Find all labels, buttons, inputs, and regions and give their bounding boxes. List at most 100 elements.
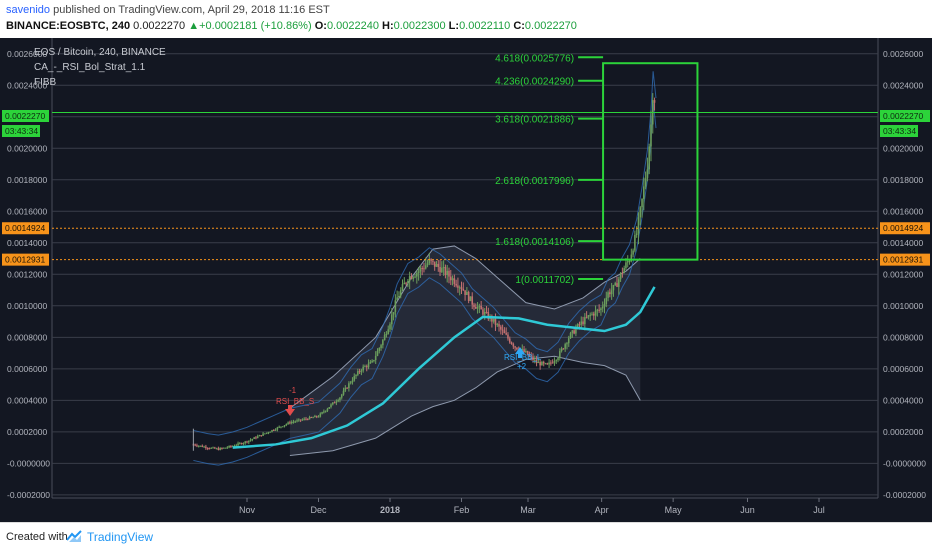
candle-body bbox=[335, 401, 338, 403]
candle-body bbox=[219, 448, 221, 450]
candle-body bbox=[618, 279, 620, 287]
fib-level-label: 4.618(0.0025776) bbox=[495, 53, 574, 64]
candle-body bbox=[407, 281, 409, 283]
candle-body bbox=[533, 359, 536, 361]
candle-body bbox=[467, 291, 470, 302]
candle-body bbox=[457, 285, 459, 288]
candle-body bbox=[573, 330, 575, 334]
y-tick-label-left: 0.0018000 bbox=[7, 175, 47, 185]
orange-upper-right: 0.0014924 bbox=[883, 223, 923, 233]
candle-body bbox=[197, 445, 200, 447]
y-tick-label-left: -0.0002000 bbox=[7, 490, 50, 500]
moving-average-line bbox=[232, 286, 656, 449]
left-price-axis[interactable]: -0.0002000 -0.0000000 0.0002000 0.0004000 0.… bbox=[7, 49, 50, 500]
candle-body bbox=[448, 270, 450, 277]
y-tick-label-right: 0.0018000 bbox=[883, 175, 923, 185]
candle-body bbox=[635, 233, 638, 236]
candle-body bbox=[623, 268, 625, 273]
candle-body bbox=[542, 361, 545, 364]
candle-body bbox=[292, 421, 295, 423]
author-link[interactable]: savenido bbox=[6, 4, 51, 16]
orange-lower-left: 0.0012931 bbox=[5, 255, 45, 265]
candle-body bbox=[521, 349, 524, 351]
ohlc-line: BINANCE:EOSBTC, 240 0.0022270 ▲+0.000218… bbox=[6, 20, 577, 32]
candle-body bbox=[424, 265, 427, 269]
candle-body bbox=[555, 360, 558, 362]
chart-legend: EOS / Bitcoin, 240, BINANCE CA_-_RSI_Bol… bbox=[34, 47, 166, 88]
candle-body bbox=[244, 441, 247, 444]
y-tick-label-left: 0.0016000 bbox=[7, 206, 47, 216]
candle-body bbox=[421, 268, 423, 270]
orange-upper-badge-right bbox=[880, 222, 930, 235]
candle-body bbox=[255, 437, 257, 439]
candle-body bbox=[210, 447, 213, 449]
candle-body bbox=[433, 261, 436, 267]
candle-body bbox=[507, 334, 509, 339]
tradingview-brand-link[interactable]: TradingView bbox=[87, 530, 154, 544]
y-tick-label-left: 0.0020000 bbox=[7, 143, 47, 153]
created-with-label: Created with bbox=[6, 531, 68, 543]
y-tick-label-right: -0.0002000 bbox=[883, 490, 926, 500]
candle-body bbox=[496, 324, 499, 326]
price-chart[interactable]: 4.618(0.0025776) 4.236(0.0024290) 3.618(0.… bbox=[0, 38, 932, 522]
candle-body bbox=[637, 217, 640, 234]
candle-body bbox=[240, 443, 243, 445]
band-fill bbox=[289, 245, 641, 456]
fib-level-label: 2.618(0.0017996) bbox=[495, 176, 574, 187]
candle-body bbox=[559, 351, 561, 359]
candle-body bbox=[360, 370, 363, 372]
candle-body bbox=[326, 408, 329, 411]
candle-body bbox=[428, 259, 431, 264]
candle-body bbox=[464, 290, 466, 295]
candle-body bbox=[321, 412, 323, 414]
candle-body bbox=[351, 380, 354, 383]
candle-body bbox=[246, 441, 248, 443]
candle-body bbox=[566, 343, 568, 345]
candle-body bbox=[449, 276, 452, 281]
right-price-axis[interactable]: -0.0002000 -0.0000000 0.0002000 0.0004000 0.… bbox=[883, 49, 926, 500]
high-label: H: bbox=[382, 20, 394, 32]
candle-body bbox=[349, 382, 352, 384]
candle-body bbox=[251, 438, 254, 440]
candle-body bbox=[265, 432, 268, 434]
candle-body bbox=[346, 387, 348, 389]
time-axis[interactable]: Nov Dec 2018 Feb Mar Apr May Jun Jul bbox=[239, 498, 825, 515]
candle-body bbox=[276, 427, 279, 430]
candle-body bbox=[258, 435, 261, 437]
candle-body bbox=[628, 260, 631, 262]
y-tick-label-left: 0.0004000 bbox=[7, 395, 47, 405]
candle-body bbox=[247, 440, 250, 443]
candle-body bbox=[230, 445, 232, 447]
upper-band-line bbox=[289, 245, 641, 409]
candle-body bbox=[494, 318, 497, 325]
fib-level-label: 1.618(0.0014106) bbox=[495, 237, 574, 248]
sell-arrow-icon bbox=[285, 405, 295, 416]
fibonacci-tool[interactable]: 4.618(0.0025776) 4.236(0.0024290) 3.618(0.… bbox=[495, 53, 699, 286]
candle-body bbox=[607, 292, 609, 298]
candle-body bbox=[392, 312, 395, 315]
y-tick-label-left: 0.0014000 bbox=[7, 238, 47, 248]
candle-body bbox=[374, 355, 377, 361]
candle-body bbox=[591, 313, 593, 315]
candle-body bbox=[196, 445, 198, 447]
orange-lower-right: 0.0012931 bbox=[883, 255, 923, 265]
candle-body bbox=[414, 276, 416, 278]
candle-body bbox=[319, 413, 322, 417]
candle-body bbox=[385, 333, 388, 335]
candle-body bbox=[339, 397, 341, 401]
candle-body bbox=[237, 443, 239, 446]
fib-level-label: 1(0.0011702) bbox=[515, 275, 574, 286]
tradingview-logo-icon[interactable] bbox=[66, 529, 82, 543]
candle-body bbox=[274, 429, 277, 431]
candle-body bbox=[544, 363, 547, 365]
candle-body bbox=[643, 186, 645, 199]
symbol-label: BINANCE:EOSBTC, 240 bbox=[6, 20, 131, 32]
candle-body bbox=[289, 422, 291, 424]
candle-body bbox=[412, 277, 415, 279]
candle-body bbox=[650, 124, 652, 147]
candle-body bbox=[576, 324, 579, 329]
candle-body bbox=[473, 304, 475, 307]
candle-body bbox=[571, 330, 574, 334]
candle-body bbox=[644, 178, 647, 187]
candle-body bbox=[491, 316, 493, 322]
